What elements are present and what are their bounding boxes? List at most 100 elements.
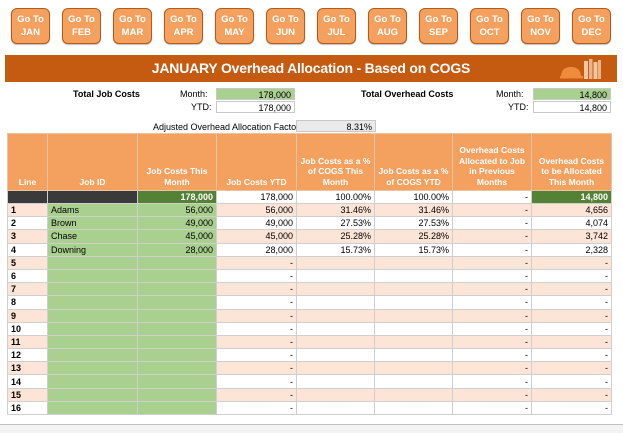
cell-pct-ytd[interactable]: [374, 268, 453, 284]
goto-may-button[interactable]: Go To MAY: [215, 8, 254, 44]
cell-job-costs-ytd[interactable]: 56,000: [216, 202, 297, 218]
cell-line[interactable]: 6: [7, 268, 48, 284]
cell-to-allocate[interactable]: -: [531, 268, 612, 284]
goto-jan-button[interactable]: Go To JAN: [11, 8, 50, 44]
cell-line[interactable]: 10: [7, 321, 48, 336]
cell-pct-ytd[interactable]: [374, 255, 453, 270]
cell-job-id[interactable]: [47, 308, 138, 323]
cell-pct-ytd[interactable]: [374, 400, 453, 416]
cell-job-id[interactable]: Chase: [47, 229, 138, 244]
goto-dec-button[interactable]: Go To DEC: [572, 8, 611, 44]
total-pct-ytd[interactable]: 100.00%: [374, 190, 453, 204]
cell-to-allocate[interactable]: -: [531, 348, 612, 363]
cell-pct-ytd[interactable]: 31.46%: [374, 202, 453, 218]
cell-pct-month[interactable]: [296, 387, 375, 402]
cell-line[interactable]: 1: [7, 202, 48, 218]
overhead-month-value[interactable]: 14,800: [533, 88, 611, 100]
cell-to-allocate[interactable]: -: [531, 374, 612, 389]
cell-job-costs-ytd[interactable]: -: [216, 282, 297, 297]
cell-pct-month[interactable]: [296, 334, 375, 350]
goto-nov-button[interactable]: Go To NOV: [521, 8, 560, 44]
goto-aug-button[interactable]: Go To AUG: [368, 8, 407, 44]
cell-job-id[interactable]: [47, 374, 138, 389]
cell-job-id[interactable]: [47, 361, 138, 376]
total-job-costs-month[interactable]: 178,000: [137, 190, 217, 204]
cell-job-costs-ytd[interactable]: -: [216, 400, 297, 416]
cell-job-costs-month[interactable]: [137, 361, 217, 376]
goto-mar-button[interactable]: Go To MAR: [113, 8, 152, 44]
cell-job-id[interactable]: Adams: [47, 202, 138, 218]
cell-job-id[interactable]: [47, 282, 138, 297]
total-job-costs-ytd[interactable]: 178,000: [216, 190, 297, 204]
cell-line[interactable]: 7: [7, 282, 48, 297]
cell-pct-ytd[interactable]: [374, 361, 453, 376]
cell-pct-ytd[interactable]: [374, 387, 453, 402]
cell-prev-allocated[interactable]: -: [452, 255, 532, 270]
cell-line[interactable]: 11: [7, 334, 48, 350]
cell-pct-month[interactable]: 25.28%: [296, 229, 375, 244]
cell-pct-month[interactable]: [296, 400, 375, 416]
cell-prev-allocated[interactable]: -: [452, 242, 532, 257]
cell-prev-allocated[interactable]: -: [452, 400, 532, 416]
cell-job-costs-ytd[interactable]: -: [216, 321, 297, 336]
cell-to-allocate[interactable]: -: [531, 255, 612, 270]
cell-job-id[interactable]: Downing: [47, 242, 138, 257]
cell-to-allocate[interactable]: 4,074: [531, 216, 612, 231]
cell-pct-month[interactable]: 15.73%: [296, 242, 375, 257]
cell-job-costs-month[interactable]: 49,000: [137, 216, 217, 231]
allocation-factor-value[interactable]: 8.31%: [296, 120, 376, 132]
cell-to-allocate[interactable]: -: [531, 282, 612, 297]
goto-feb-button[interactable]: Go To FEB: [62, 8, 101, 44]
cell-pct-month[interactable]: 27.53%: [296, 216, 375, 231]
cell-job-id[interactable]: Brown: [47, 216, 138, 231]
cell-job-costs-ytd[interactable]: -: [216, 334, 297, 350]
cell-pct-ytd[interactable]: 15.73%: [374, 242, 453, 257]
total-prev-allocated[interactable]: -: [452, 190, 532, 204]
cell-job-costs-month[interactable]: [137, 308, 217, 323]
cell-job-costs-month[interactable]: [137, 321, 217, 336]
cell-job-id[interactable]: [47, 334, 138, 350]
cell-job-costs-month[interactable]: [137, 255, 217, 270]
cell-line[interactable]: 2: [7, 216, 48, 231]
goto-jun-button[interactable]: Go To JUN: [266, 8, 305, 44]
cell-line[interactable]: 14: [7, 374, 48, 389]
cell-prev-allocated[interactable]: -: [452, 282, 532, 297]
cell-pct-ytd[interactable]: 25.28%: [374, 229, 453, 244]
cell-job-id[interactable]: [47, 348, 138, 363]
cell-job-costs-ytd[interactable]: -: [216, 255, 297, 270]
job-costs-ytd-value[interactable]: 178,000: [216, 101, 295, 113]
cell-job-id[interactable]: [47, 255, 138, 270]
cell-job-costs-month[interactable]: 56,000: [137, 202, 217, 218]
cell-job-costs-ytd[interactable]: 45,000: [216, 229, 297, 244]
total-to-allocate[interactable]: 14,800: [531, 190, 612, 204]
cell-job-costs-ytd[interactable]: 28,000: [216, 242, 297, 257]
goto-sep-button[interactable]: Go To SEP: [419, 8, 458, 44]
cell-job-id[interactable]: [47, 321, 138, 336]
cell-job-id[interactable]: [47, 400, 138, 416]
cell-job-costs-ytd[interactable]: -: [216, 295, 297, 310]
cell-line[interactable]: 16: [7, 400, 48, 416]
cell-job-costs-ytd[interactable]: -: [216, 374, 297, 389]
cell-pct-month[interactable]: [296, 295, 375, 310]
cell-prev-allocated[interactable]: -: [452, 268, 532, 284]
cell-pct-ytd[interactable]: [374, 374, 453, 389]
overhead-ytd-value[interactable]: 14,800: [533, 101, 611, 113]
total-pct-month[interactable]: 100.00%: [296, 190, 375, 204]
cell-job-costs-month[interactable]: [137, 282, 217, 297]
cell-job-costs-month[interactable]: [137, 400, 217, 416]
cell-pct-month[interactable]: [296, 374, 375, 389]
cell-job-costs-month[interactable]: 45,000: [137, 229, 217, 244]
cell-to-allocate[interactable]: -: [531, 295, 612, 310]
cell-line[interactable]: 12: [7, 348, 48, 363]
cell-prev-allocated[interactable]: -: [452, 202, 532, 218]
cell-pct-ytd[interactable]: [374, 295, 453, 310]
cell-line[interactable]: 8: [7, 295, 48, 310]
cell-job-id[interactable]: [47, 268, 138, 284]
cell-pct-month[interactable]: [296, 282, 375, 297]
cell-line[interactable]: 5: [7, 255, 48, 270]
cell-to-allocate[interactable]: 3,742: [531, 229, 612, 244]
cell-pct-ytd[interactable]: 27.53%: [374, 216, 453, 231]
cell-to-allocate[interactable]: 4,656: [531, 202, 612, 218]
cell-pct-month[interactable]: [296, 308, 375, 323]
cell-to-allocate[interactable]: -: [531, 321, 612, 336]
